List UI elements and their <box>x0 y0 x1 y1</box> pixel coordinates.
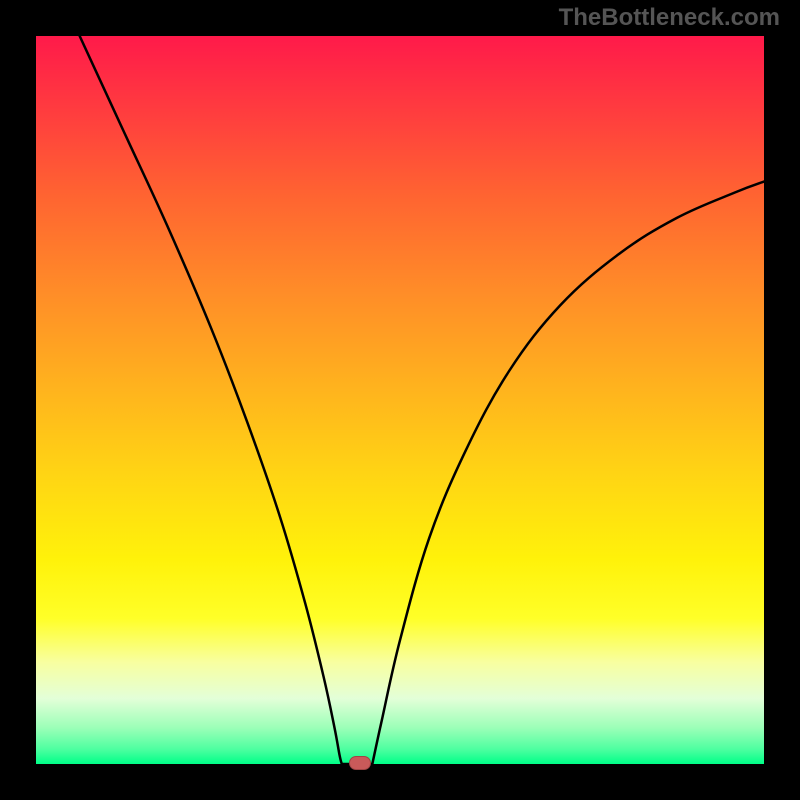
bottleneck-curve <box>80 36 764 764</box>
chart-container: TheBottleneck.com <box>0 0 800 800</box>
watermark-text: TheBottleneck.com <box>559 4 780 32</box>
curve-layer <box>0 0 800 800</box>
valley-marker <box>349 756 371 770</box>
